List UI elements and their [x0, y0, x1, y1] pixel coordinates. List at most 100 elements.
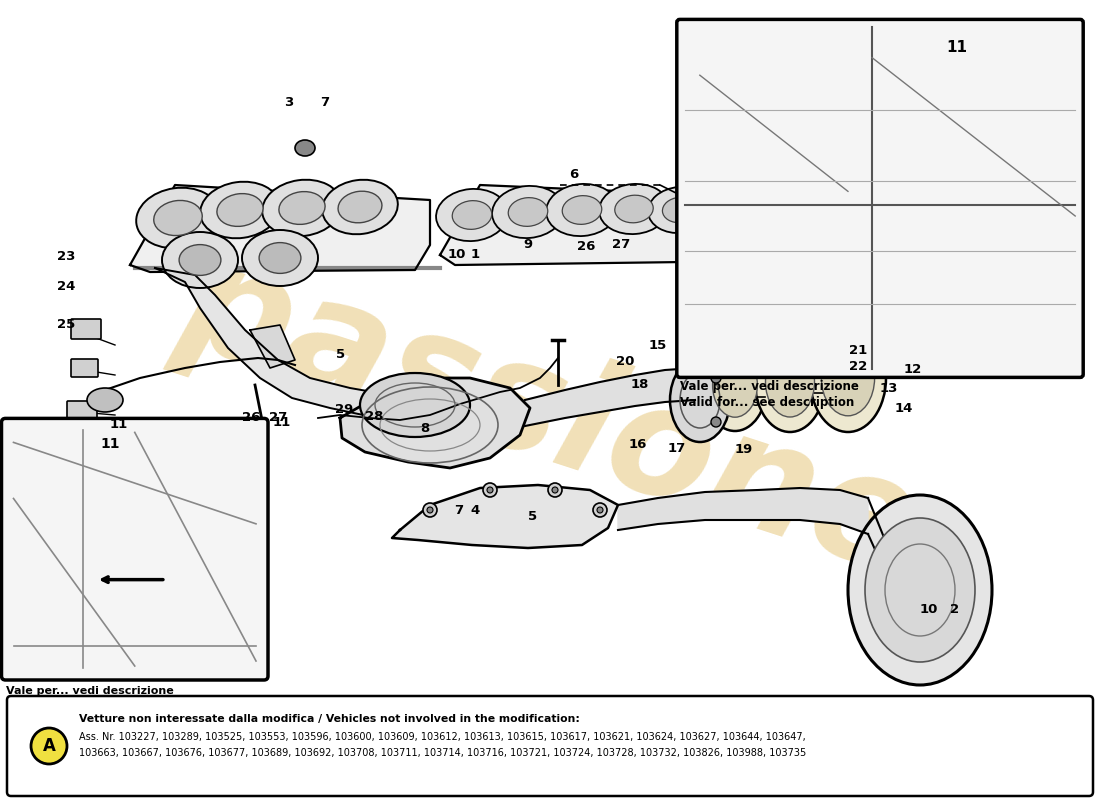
Polygon shape: [525, 368, 695, 426]
Text: 11: 11: [273, 416, 290, 429]
Ellipse shape: [162, 232, 238, 288]
FancyBboxPatch shape: [7, 696, 1093, 796]
Ellipse shape: [822, 340, 875, 416]
Ellipse shape: [703, 339, 767, 431]
Ellipse shape: [713, 353, 758, 418]
Ellipse shape: [217, 194, 263, 226]
Text: 5: 5: [337, 348, 345, 361]
Polygon shape: [130, 185, 430, 272]
Text: 27: 27: [613, 238, 630, 250]
Text: 29: 29: [336, 403, 353, 416]
Ellipse shape: [295, 140, 315, 156]
Text: 103663, 103667, 103676, 103677, 103689, 103692, 103708, 103711, 103714, 103716, : 103663, 103667, 103676, 103677, 103689, …: [79, 748, 806, 758]
Ellipse shape: [279, 191, 326, 225]
Text: 11: 11: [110, 418, 128, 430]
Text: Vale per... vedi descrizione: Vale per... vedi descrizione: [680, 380, 859, 393]
Text: Vetture non interessate dalla modifica / Vehicles not involved in the modificati: Vetture non interessate dalla modifica /…: [79, 714, 580, 724]
Polygon shape: [392, 485, 618, 548]
Text: 5: 5: [528, 510, 537, 522]
Text: 11: 11: [100, 437, 120, 451]
Ellipse shape: [562, 196, 602, 224]
FancyBboxPatch shape: [676, 19, 1084, 378]
Ellipse shape: [154, 201, 202, 235]
FancyBboxPatch shape: [1, 418, 268, 680]
Ellipse shape: [242, 230, 318, 286]
Circle shape: [487, 487, 493, 493]
Text: 18: 18: [631, 378, 649, 390]
Ellipse shape: [615, 195, 653, 223]
Ellipse shape: [436, 189, 508, 241]
Text: 13: 13: [880, 382, 898, 394]
Ellipse shape: [662, 198, 697, 222]
Text: Ass. Nr. 103227, 103289, 103525, 103553, 103596, 103600, 103609, 103612, 103613,: Ass. Nr. 103227, 103289, 103525, 103553,…: [79, 732, 805, 742]
Text: Valid for... see description: Valid for... see description: [680, 396, 854, 409]
Text: 4: 4: [471, 504, 480, 517]
Ellipse shape: [600, 184, 669, 234]
Ellipse shape: [338, 191, 382, 223]
Text: 21: 21: [849, 344, 867, 357]
Circle shape: [427, 507, 433, 513]
Text: 14: 14: [895, 402, 913, 414]
Ellipse shape: [546, 184, 618, 236]
Ellipse shape: [360, 373, 470, 437]
Ellipse shape: [452, 201, 492, 230]
Ellipse shape: [766, 347, 814, 417]
Text: 2: 2: [950, 603, 959, 616]
Text: Valid for... see description: Valid for... see description: [6, 699, 169, 710]
FancyBboxPatch shape: [67, 401, 97, 421]
Ellipse shape: [492, 186, 564, 238]
Circle shape: [597, 507, 603, 513]
Ellipse shape: [755, 332, 825, 432]
Circle shape: [483, 483, 497, 497]
Circle shape: [593, 503, 607, 517]
Text: 24: 24: [57, 280, 75, 293]
Text: 28: 28: [365, 410, 383, 422]
Text: 6: 6: [570, 168, 579, 181]
Ellipse shape: [670, 358, 730, 442]
Ellipse shape: [508, 198, 548, 226]
Ellipse shape: [200, 182, 279, 238]
Ellipse shape: [322, 180, 398, 234]
Text: 16: 16: [629, 438, 647, 450]
Ellipse shape: [810, 324, 886, 432]
Text: 20: 20: [616, 355, 634, 368]
Polygon shape: [340, 378, 530, 468]
Ellipse shape: [865, 518, 975, 662]
Text: 15: 15: [649, 339, 667, 352]
Text: 7: 7: [454, 504, 463, 517]
Text: 9: 9: [524, 238, 532, 250]
Text: 27: 27: [270, 411, 287, 424]
Text: A: A: [43, 737, 55, 755]
Ellipse shape: [848, 495, 992, 685]
Circle shape: [31, 728, 67, 764]
Text: 10: 10: [920, 603, 937, 616]
Ellipse shape: [179, 245, 221, 275]
Ellipse shape: [260, 242, 301, 274]
Text: passione: passione: [164, 227, 936, 605]
Text: Vale per... vedi descrizione: Vale per... vedi descrizione: [6, 686, 174, 696]
Text: 19: 19: [735, 443, 752, 456]
Text: 25: 25: [57, 318, 75, 330]
Ellipse shape: [648, 187, 712, 233]
Polygon shape: [155, 268, 415, 422]
Circle shape: [552, 487, 558, 493]
Circle shape: [424, 503, 437, 517]
Text: 11: 11: [946, 41, 968, 55]
Text: 22: 22: [849, 360, 867, 373]
Circle shape: [711, 417, 720, 427]
Ellipse shape: [87, 388, 123, 412]
Circle shape: [711, 373, 720, 383]
Polygon shape: [440, 185, 710, 265]
Text: 26: 26: [242, 411, 260, 424]
Ellipse shape: [136, 188, 220, 248]
Circle shape: [548, 483, 562, 497]
FancyBboxPatch shape: [72, 359, 98, 377]
FancyBboxPatch shape: [72, 319, 101, 339]
Text: 8: 8: [420, 422, 429, 434]
Text: 10: 10: [448, 248, 465, 261]
Polygon shape: [250, 325, 295, 368]
Text: 1: 1: [471, 248, 480, 261]
Text: 26: 26: [578, 240, 595, 253]
Text: 7: 7: [320, 96, 329, 109]
Text: 3: 3: [284, 96, 293, 109]
